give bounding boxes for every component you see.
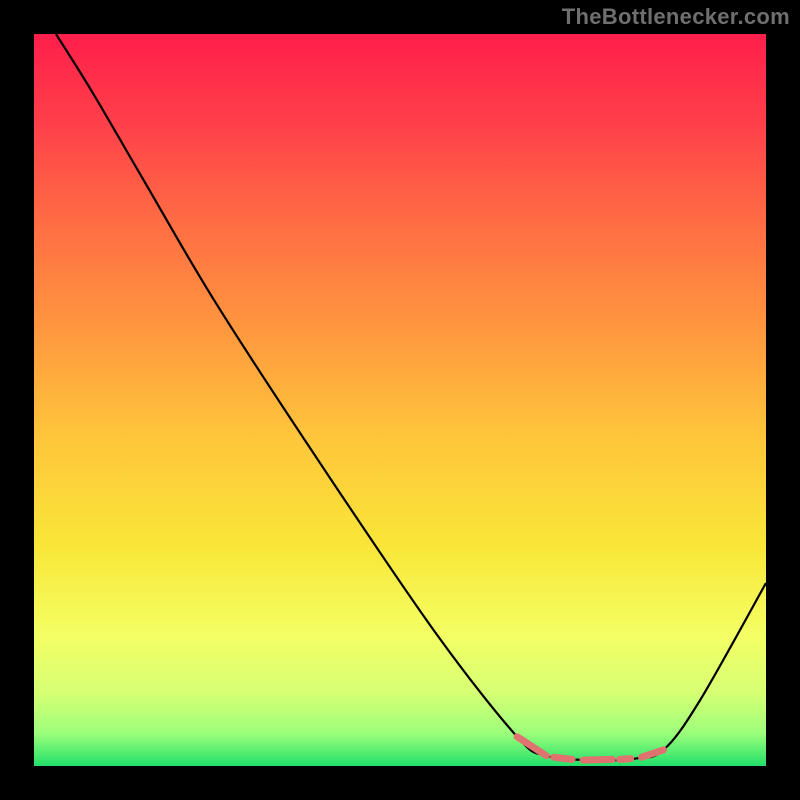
optimal-range-marker — [583, 759, 612, 760]
optimal-range-marker — [620, 759, 631, 760]
optimal-range-marker — [554, 757, 572, 759]
gradient-v-curve-chart — [0, 0, 800, 800]
source-watermark: TheBottlenecker.com — [562, 4, 790, 30]
plot-area — [34, 34, 766, 766]
chart-container: TheBottlenecker.com — [0, 0, 800, 800]
